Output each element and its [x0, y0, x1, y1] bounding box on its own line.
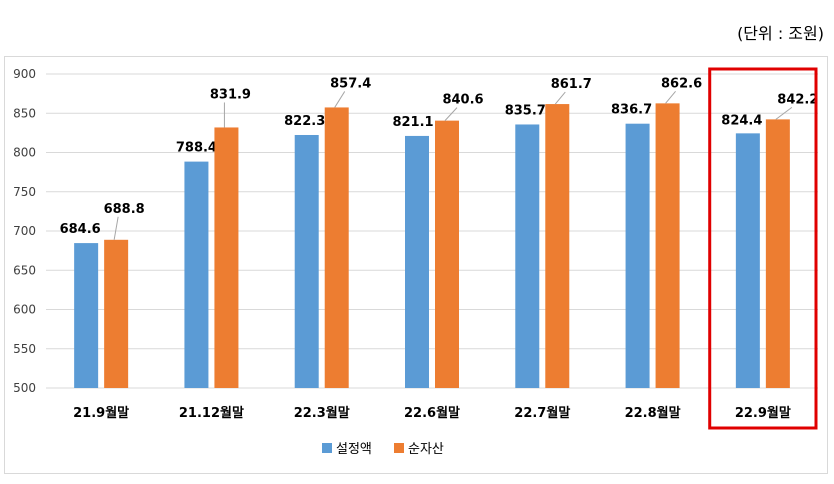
x-category-label: 21.9월말: [73, 405, 129, 421]
data-label: 835.7: [505, 103, 546, 118]
bar-sunjasan: [214, 127, 239, 389]
label-leader-line: [554, 91, 566, 105]
highlight-box: [708, 67, 818, 430]
data-label: 788.4: [176, 141, 217, 156]
data-label: 688.8: [104, 202, 145, 217]
x-category-label: 22.6월말: [404, 405, 460, 421]
bar-seoljeong: [74, 243, 99, 388]
legend-swatch: [394, 443, 404, 453]
x-category-label: 21.12월말: [179, 405, 244, 421]
label-leader-line: [113, 216, 119, 240]
legend-label: 순자산: [408, 442, 444, 457]
bar-sunjasan: [545, 104, 570, 389]
bar-sunjasan: [324, 107, 349, 388]
data-label: 861.7: [551, 77, 592, 92]
data-label: 831.9: [210, 87, 251, 102]
x-category-label: 22.7월말: [514, 405, 570, 421]
bar-sunjasan: [104, 239, 129, 388]
data-label: 822.3: [284, 114, 325, 129]
legend-swatch: [322, 443, 332, 453]
data-label: 836.7: [611, 103, 652, 118]
data-label: 857.4: [330, 76, 371, 91]
y-tick-label: 800: [13, 146, 36, 160]
bar-sunjasan: [655, 103, 680, 388]
bar-seoljeong: [735, 133, 760, 388]
label-leader-line: [334, 91, 346, 108]
legend-label: 설정액: [336, 442, 372, 457]
data-label: 842.2: [777, 92, 818, 107]
bar-sunjasan: [765, 119, 790, 389]
y-tick-label: 600: [13, 303, 36, 317]
label-leader-line: [665, 91, 676, 104]
bar-seoljeong: [405, 135, 429, 388]
data-label: 840.6: [442, 93, 483, 108]
y-tick-label: 550: [13, 342, 36, 356]
y-tick-label: 500: [13, 381, 36, 395]
y-tick-label: 700: [13, 224, 36, 238]
bar-seoljeong: [625, 123, 650, 389]
bar-seoljeong: [294, 134, 319, 388]
data-label: 824.4: [721, 113, 762, 128]
x-category-label: 22.8월말: [625, 405, 681, 421]
label-leader-line: [775, 106, 793, 120]
y-tick-label: 850: [13, 106, 36, 120]
y-tick-label: 750: [13, 185, 36, 199]
x-category-label: 22.9월말: [735, 405, 791, 421]
data-label: 684.6: [60, 222, 101, 237]
x-category-label: 22.3월말: [294, 405, 350, 421]
bar-seoljeong: [184, 161, 209, 388]
label-leader-line: [444, 107, 458, 121]
data-label: 821.1: [392, 115, 433, 130]
unit-label: (단위 : 조원): [737, 24, 824, 43]
bar-sunjasan: [435, 120, 459, 388]
y-tick-label: 900: [13, 67, 36, 81]
chart-frame: [4, 56, 828, 474]
bar-seoljeong: [515, 124, 540, 389]
data-label: 862.6: [661, 76, 702, 91]
y-tick-label: 650: [13, 263, 36, 277]
